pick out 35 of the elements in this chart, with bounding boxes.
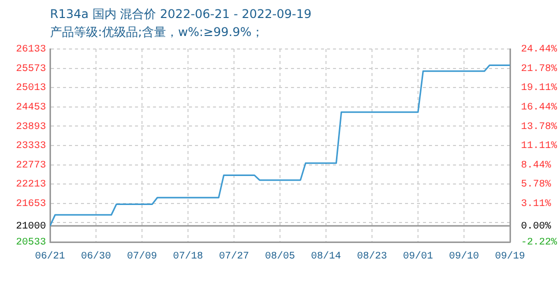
x-tick-label: 09/01 (402, 250, 434, 263)
x-tick-label: 09/19 (494, 250, 526, 263)
x-tick-label: 06/30 (80, 250, 112, 263)
y-tick-label: 25013 (16, 83, 46, 94)
y2-tick-label: 13.78% (521, 122, 558, 133)
x-tick-label: 08/23 (356, 250, 388, 263)
y-tick-label: 23893 (16, 122, 46, 133)
x-tick-label: 06/21 (34, 250, 66, 263)
y2-tick-label: 8.44% (521, 160, 552, 172)
y-tick-label: 21653 (16, 199, 46, 210)
x-tick-label: 07/27 (218, 250, 250, 263)
x-tick-label: 07/18 (172, 250, 204, 263)
y2-tick-label: -2.22% (521, 238, 558, 249)
y2-tick-label: 19.11% (521, 83, 558, 94)
y2-tick-label: 11.11% (521, 141, 558, 152)
y-tick-label: 24453 (16, 102, 46, 114)
x-tick-label: 08/14 (310, 250, 342, 263)
y2-tick-label: 24.44% (521, 44, 558, 56)
y-tick-label: 21000 (16, 222, 46, 233)
y-tick-label: 22213 (16, 180, 46, 191)
chart-subtitle: 产品等级:优级品;含量，w%:≥99.9%； (50, 24, 264, 41)
y2-tick-label: 3.11% (521, 199, 552, 210)
y2-tick-label: 5.78% (521, 180, 552, 191)
x-tick-label: 09/10 (448, 250, 480, 263)
y-tick-label: 22773 (16, 160, 46, 172)
y-tick-label: 20533 (16, 238, 46, 249)
y2-tick-label: 21.78% (521, 64, 558, 75)
y-tick-label: 23333 (16, 141, 46, 152)
x-tick-label: 07/09 (126, 250, 158, 263)
y2-tick-label: 16.44% (521, 102, 558, 114)
x-tick-label: 08/05 (264, 250, 296, 263)
y2-tick-label: 0.00% (521, 222, 552, 233)
chart-title: R134a 国内 混合价 2022-06-21 - 2022-09-19 (50, 6, 312, 23)
y-tick-label: 25573 (16, 64, 46, 75)
y-tick-label: 26133 (16, 44, 46, 56)
